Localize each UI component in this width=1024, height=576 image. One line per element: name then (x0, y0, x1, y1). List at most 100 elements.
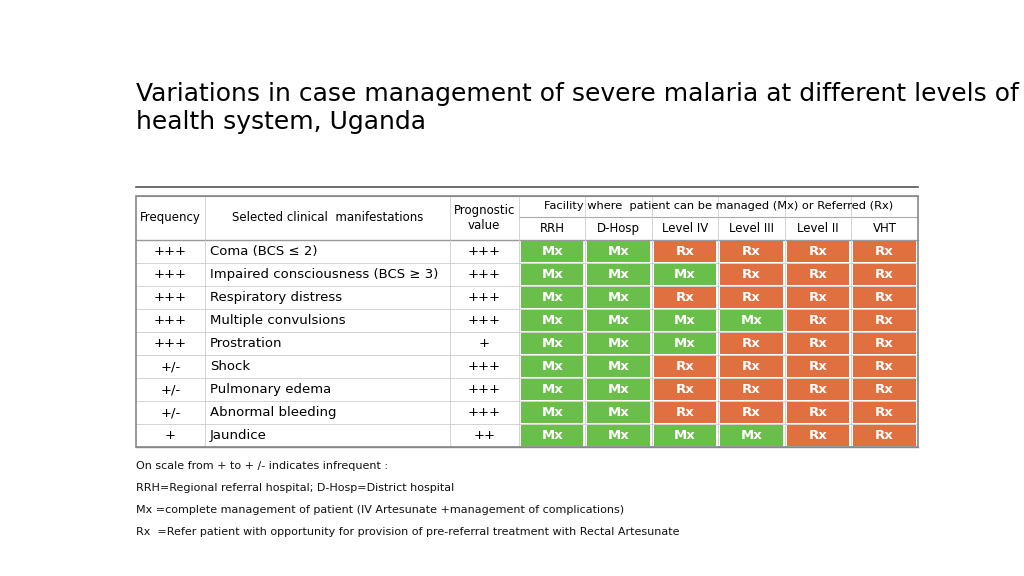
Text: Jaundice: Jaundice (210, 430, 267, 442)
Bar (720, 357, 782, 377)
Text: +++: +++ (468, 314, 501, 327)
Text: +++: +++ (154, 314, 187, 327)
Text: Rx: Rx (876, 383, 894, 396)
Text: Frequency: Frequency (140, 211, 201, 224)
Bar (521, 241, 584, 262)
Bar (853, 357, 915, 377)
Text: D-Hosp: D-Hosp (597, 222, 640, 235)
Bar (653, 426, 717, 446)
Text: +/-: +/- (161, 406, 180, 419)
Text: Rx: Rx (876, 314, 894, 327)
Text: Rx: Rx (742, 291, 761, 304)
Text: Mx: Mx (607, 291, 630, 304)
Text: Rx: Rx (676, 291, 694, 304)
Text: Mx: Mx (542, 268, 563, 281)
Bar (720, 241, 782, 262)
Text: +++: +++ (468, 245, 501, 258)
Bar (786, 403, 849, 423)
Bar (720, 380, 782, 400)
Text: Rx: Rx (809, 383, 827, 396)
Text: +/-: +/- (161, 383, 180, 396)
Text: Mx: Mx (542, 314, 563, 327)
Text: Rx: Rx (676, 245, 694, 258)
Bar (588, 426, 650, 446)
Text: Rx: Rx (876, 430, 894, 442)
Text: +++: +++ (154, 337, 187, 350)
Text: Rx: Rx (809, 268, 827, 281)
Bar (853, 264, 915, 285)
Text: Multiple convulsions: Multiple convulsions (210, 314, 345, 327)
Bar (786, 310, 849, 331)
Text: Pulmonary edema: Pulmonary edema (210, 383, 331, 396)
Bar (853, 403, 915, 423)
Text: Mx: Mx (607, 245, 630, 258)
Bar (588, 241, 650, 262)
Text: Rx: Rx (876, 245, 894, 258)
Text: RRH: RRH (540, 222, 564, 235)
Bar (588, 264, 650, 285)
Text: Mx: Mx (740, 314, 763, 327)
Text: Rx: Rx (876, 268, 894, 281)
Bar (653, 241, 717, 262)
Text: ++: ++ (473, 430, 496, 442)
Bar (136, 195, 918, 448)
Text: Mx: Mx (674, 337, 696, 350)
Bar (588, 287, 650, 308)
Text: Shock: Shock (210, 360, 250, 373)
Text: Mx: Mx (542, 430, 563, 442)
Text: Rx: Rx (742, 245, 761, 258)
Text: Respiratory distress: Respiratory distress (210, 291, 342, 304)
Bar (521, 310, 584, 331)
Bar (588, 334, 650, 354)
Text: Rx: Rx (809, 245, 827, 258)
Text: Mx: Mx (542, 291, 563, 304)
Text: Rx: Rx (809, 314, 827, 327)
Bar (853, 426, 915, 446)
Text: +: + (479, 337, 489, 350)
Text: Rx: Rx (742, 268, 761, 281)
Bar (786, 264, 849, 285)
Text: Mx: Mx (674, 314, 696, 327)
Bar (853, 287, 915, 308)
Text: Mx: Mx (542, 383, 563, 396)
Text: Mx =complete management of patient (IV Artesunate +management of complications): Mx =complete management of patient (IV A… (136, 505, 624, 515)
Bar (588, 403, 650, 423)
Bar (653, 310, 717, 331)
Bar (786, 380, 849, 400)
Text: Rx: Rx (742, 337, 761, 350)
Text: +++: +++ (468, 360, 501, 373)
Bar (653, 264, 717, 285)
Text: Rx: Rx (809, 430, 827, 442)
Text: +++: +++ (154, 245, 187, 258)
Bar (521, 357, 584, 377)
Text: Rx: Rx (676, 360, 694, 373)
Bar (786, 357, 849, 377)
Bar (653, 287, 717, 308)
Text: Mx: Mx (740, 430, 763, 442)
Bar (653, 403, 717, 423)
Text: Mx: Mx (542, 337, 563, 350)
Bar (588, 357, 650, 377)
Bar (521, 264, 584, 285)
Text: VHT: VHT (872, 222, 896, 235)
Text: Facility where  patient can be managed (Mx) or Referred (Rx): Facility where patient can be managed (M… (544, 201, 893, 211)
Bar (786, 287, 849, 308)
Text: Rx: Rx (876, 291, 894, 304)
Text: Impaired consciousness (BCS ≥ 3): Impaired consciousness (BCS ≥ 3) (210, 268, 438, 281)
Text: Rx: Rx (742, 383, 761, 396)
Text: +++: +++ (154, 268, 187, 281)
Bar (521, 403, 584, 423)
Text: Mx: Mx (607, 314, 630, 327)
Bar (786, 426, 849, 446)
Bar (720, 334, 782, 354)
Bar (853, 334, 915, 354)
Bar (521, 426, 584, 446)
Text: Rx: Rx (809, 360, 827, 373)
Text: Mx: Mx (607, 383, 630, 396)
Bar (588, 380, 650, 400)
Text: +++: +++ (468, 291, 501, 304)
Text: Coma (BCS ≤ 2): Coma (BCS ≤ 2) (210, 245, 317, 258)
Bar (521, 380, 584, 400)
Text: Rx: Rx (742, 406, 761, 419)
Bar (653, 380, 717, 400)
